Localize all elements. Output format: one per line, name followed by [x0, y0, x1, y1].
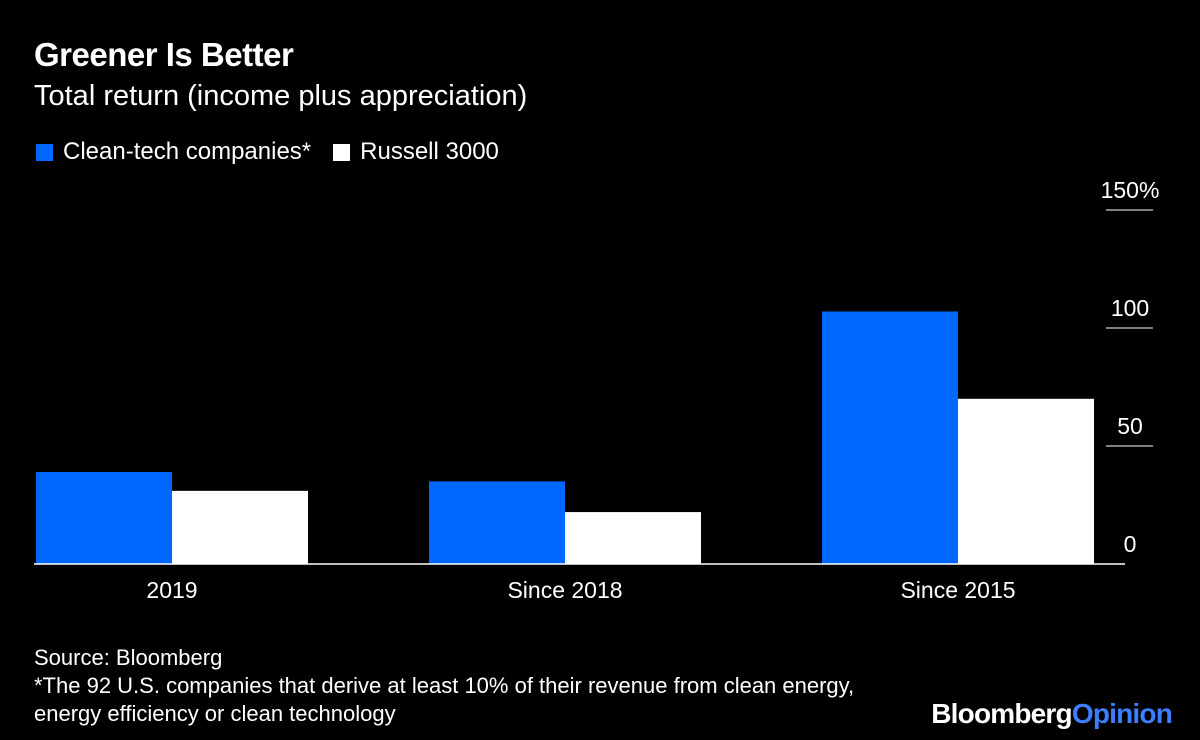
bar-clean-tech — [36, 471, 172, 564]
x-tick-label: Since 2018 — [507, 577, 622, 603]
bloomberg-opinion-logo: BloombergOpinion — [931, 698, 1173, 730]
footer: Source: Bloomberg *The 92 U.S. companies… — [34, 644, 914, 728]
y-tick-label: 100 — [1111, 295, 1149, 321]
source-note: Source: Bloomberg — [34, 645, 223, 670]
y-tick-label: 150% — [1101, 177, 1160, 203]
chart-subtitle: Total return (income plus appreciation) — [34, 80, 528, 112]
bar-clean-tech — [822, 311, 958, 564]
bar-russell-3000 — [172, 490, 308, 564]
legend: Clean-tech companies* Russell 3000 — [36, 138, 521, 166]
legend-swatch-clean-tech — [36, 143, 53, 161]
legend-label-russell-3000: Russell 3000 — [360, 138, 499, 165]
y-tick-label: 0 — [1124, 531, 1137, 557]
x-tick-label: Since 2015 — [900, 577, 1015, 603]
chart-title: Greener Is Better — [34, 36, 294, 73]
bar-clean-tech — [429, 481, 565, 564]
x-tick-label: 2019 — [146, 577, 197, 603]
y-tick-label: 50 — [1117, 413, 1143, 439]
brand-opinion: Opinion — [1071, 698, 1173, 729]
legend-swatch-russell-3000 — [333, 143, 351, 161]
footnote: *The 92 U.S. companies that derive at le… — [34, 673, 855, 726]
legend-item-russell-3000: Russell 3000 — [333, 138, 499, 166]
legend-label-clean-tech: Clean-tech companies* — [63, 138, 312, 165]
brand-bloomberg: Bloomberg — [931, 698, 1072, 729]
bar-russell-3000 — [565, 512, 701, 564]
bar-russell-3000 — [958, 398, 1094, 564]
legend-item-clean-tech: Clean-tech companies* — [36, 138, 311, 166]
